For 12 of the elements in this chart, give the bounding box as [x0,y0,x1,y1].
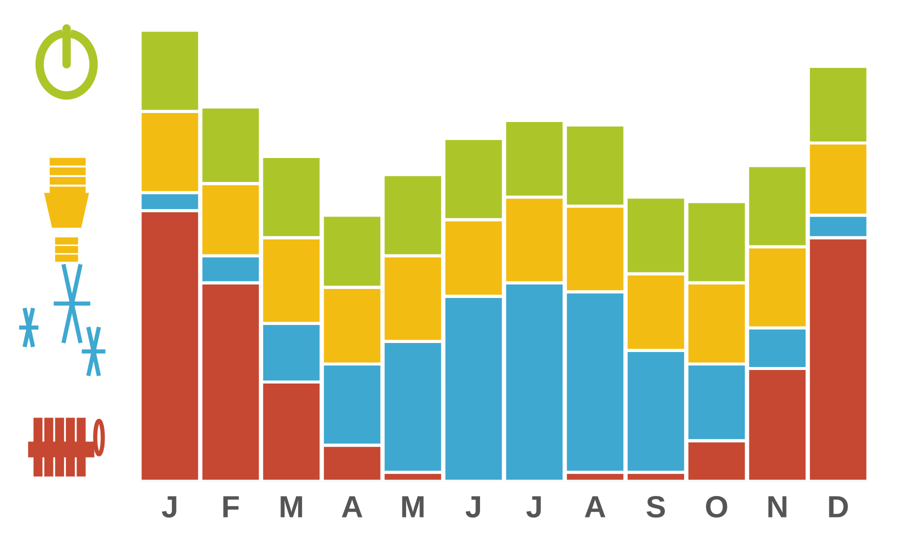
x-tick-label: J [466,496,480,518]
x-tick-label: D [829,496,848,518]
x-tick-label: A [342,496,362,518]
x-tick-label: M [402,496,424,518]
x-tick-label: A [584,496,606,518]
x-tick-label: O [706,496,728,518]
x-tick-label: J [526,496,541,518]
x-tick-label: M [280,496,302,518]
x-tick-label: J [162,496,176,518]
x-tick-label: N [768,496,786,518]
x-tick-label: F [223,496,239,518]
x-tick-label: S [646,496,665,518]
